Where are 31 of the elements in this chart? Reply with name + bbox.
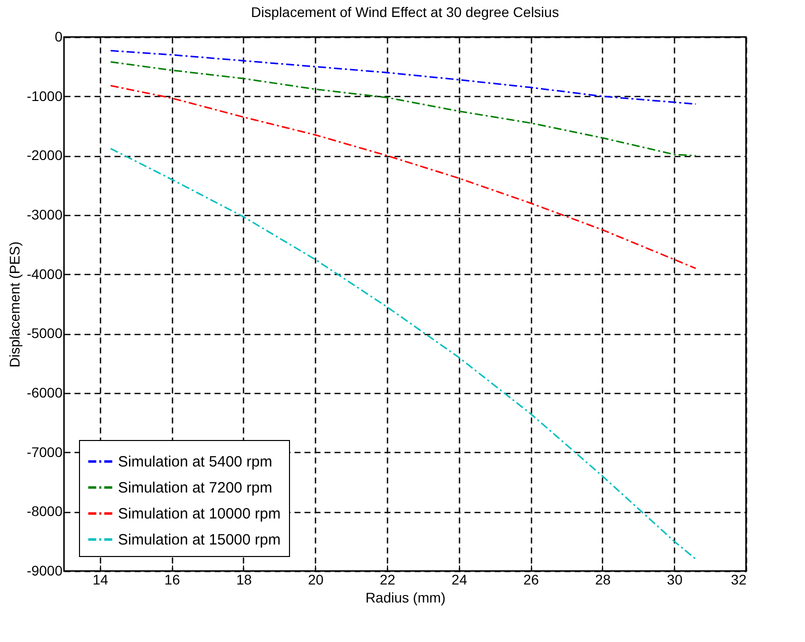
y-tick-label: -5000 (26, 325, 63, 342)
y-tick-label: -7000 (26, 444, 63, 460)
legend-label: Simulation at 15000 rpm (118, 532, 281, 548)
line-series (110, 84, 696, 270)
x-tick-label: 24 (452, 572, 468, 588)
line-series (110, 50, 696, 105)
x-tick-label: 18 (236, 572, 252, 588)
x-tick-label: 32 (730, 572, 747, 588)
x-tick-label: 30 (666, 572, 683, 588)
legend-label: Simulation at 7200 rpm (118, 480, 272, 496)
y-axis-title: Displacement (PES) (6, 241, 23, 368)
chart-title: Displacement of Wind Effect at 30 degree Celsius (251, 4, 559, 20)
line-series (110, 61, 696, 156)
x-tick-label: 28 (595, 572, 611, 588)
x-axis-title: Radius (mm) (365, 590, 446, 606)
y-tick-label: -8000 (26, 503, 63, 520)
y-tick-label: -1000 (26, 88, 63, 104)
legend-label: Simulation at 5400 rpm (118, 454, 272, 470)
y-tick-label: -4000 (26, 266, 63, 282)
x-tick-label: 16 (164, 572, 180, 588)
x-tick-label: 14 (92, 572, 108, 588)
x-tick-label: 20 (308, 572, 324, 588)
y-tick-label: 0 (54, 28, 63, 44)
y-tick-label: -3000 (26, 206, 63, 222)
x-tick-label: 22 (380, 572, 396, 588)
y-tick-label: -2000 (26, 147, 63, 164)
legend-label: Simulation at 10000 rpm (118, 506, 281, 522)
x-tick-label: 26 (523, 572, 540, 588)
y-tick-label: -9000 (26, 562, 63, 578)
y-tick-label: -6000 (26, 384, 63, 400)
line-series (110, 148, 696, 560)
